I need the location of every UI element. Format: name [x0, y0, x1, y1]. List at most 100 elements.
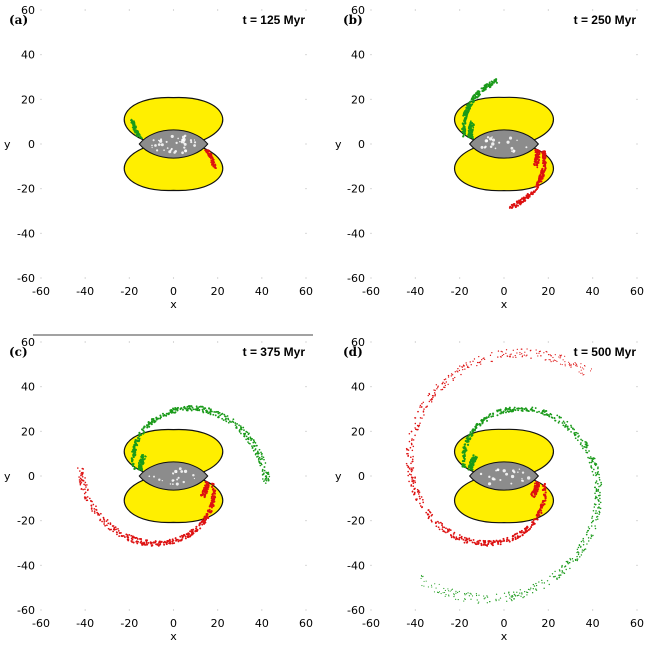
stream-point [192, 408, 195, 411]
stream-point [422, 575, 424, 577]
stream-point [258, 461, 261, 463]
stream-point [176, 538, 179, 541]
stream-point [134, 536, 136, 539]
stream-point [536, 152, 538, 154]
tick-dot [370, 609, 372, 611]
stream-point [519, 589, 521, 591]
stream-point [527, 528, 530, 531]
stream-point [136, 436, 140, 440]
stream-point [412, 445, 415, 448]
stream-point [418, 491, 421, 494]
y-tick-label: 40 [351, 49, 365, 62]
stream-point [421, 585, 423, 587]
stream-point [489, 83, 492, 86]
stream-point [461, 463, 464, 466]
stream-point [106, 518, 109, 521]
tick-dot [636, 564, 638, 566]
stream-point [539, 180, 542, 183]
stream-point [570, 426, 573, 429]
stream-point [151, 420, 154, 424]
stream-point [554, 419, 557, 422]
stream-point [462, 128, 465, 131]
stream-point [169, 409, 172, 412]
stream-point [508, 406, 511, 409]
stream-point [471, 468, 474, 471]
bar-speckle [491, 477, 495, 481]
stream-point [586, 444, 589, 447]
stream-point [566, 429, 569, 431]
stream-point [592, 474, 595, 476]
stream-point [461, 465, 464, 468]
stream-point [573, 428, 576, 431]
stream-point [566, 420, 569, 423]
stream-point [598, 479, 601, 481]
stream-point [462, 456, 466, 459]
stream-point [441, 382, 444, 385]
stream-point [251, 447, 254, 449]
stream-point [412, 467, 415, 469]
stream-point [438, 583, 440, 586]
stream-point [458, 538, 461, 541]
stream-point [411, 458, 414, 461]
bar-speckle [183, 142, 187, 146]
stream-point [469, 104, 472, 107]
stream-point [209, 408, 212, 411]
stream-point [239, 425, 242, 428]
stream-point [235, 425, 238, 428]
stream-point [532, 583, 534, 586]
stream-point [572, 427, 574, 430]
stream-point [519, 353, 521, 355]
stream-point [425, 406, 427, 408]
tick-dot [370, 9, 372, 11]
stream-point [139, 463, 142, 466]
bar-speckle [491, 136, 493, 138]
tick-dot [305, 188, 307, 190]
stream-point [543, 413, 546, 416]
stream-point [410, 430, 413, 433]
stream-point [144, 458, 146, 460]
bar-speckle [180, 470, 184, 473]
stream-point [532, 523, 535, 526]
stream-point [502, 537, 505, 540]
bar-speckle [498, 141, 501, 144]
stream-point [490, 415, 493, 418]
stream-point [263, 458, 265, 461]
stream-point [181, 534, 184, 537]
stream-point [91, 510, 93, 512]
y-tick-label: -20 [347, 183, 365, 196]
stream-point [578, 435, 580, 437]
stream-point [249, 442, 251, 445]
y-tick-label: -20 [17, 183, 35, 196]
stream-point [478, 90, 481, 93]
stream-point [445, 531, 447, 534]
stream-point [213, 491, 216, 494]
panel-b: -60 -40 -20 0 20 40 60 -60 -40 -20 0 20 40 60 x y (b) t =… [335, 4, 644, 311]
stream-point [115, 528, 118, 531]
stream-point [82, 488, 84, 491]
tick-dot [40, 430, 42, 432]
stream-point [544, 491, 547, 494]
stream-point [190, 405, 193, 408]
stream-point [174, 408, 177, 411]
stream-point [544, 167, 547, 170]
stream-point [591, 460, 594, 462]
x-tick-label: -60 [32, 617, 50, 630]
stream-point [413, 480, 416, 482]
stream-point [596, 515, 599, 518]
stream-point [438, 591, 441, 593]
tick-dot [40, 9, 42, 11]
tick-dot [459, 341, 461, 343]
stream-point [140, 428, 144, 431]
stream-point [539, 506, 543, 509]
stream-point [469, 120, 472, 123]
stream-point [431, 395, 434, 397]
stream-point [206, 509, 210, 512]
stream-point [84, 491, 87, 494]
tick-dot [305, 54, 307, 56]
stream-point [521, 348, 523, 350]
stream-point [412, 485, 415, 488]
stream-point [522, 196, 525, 199]
stream-point [455, 592, 457, 594]
stream-point [499, 356, 502, 358]
stream-point [460, 535, 463, 538]
